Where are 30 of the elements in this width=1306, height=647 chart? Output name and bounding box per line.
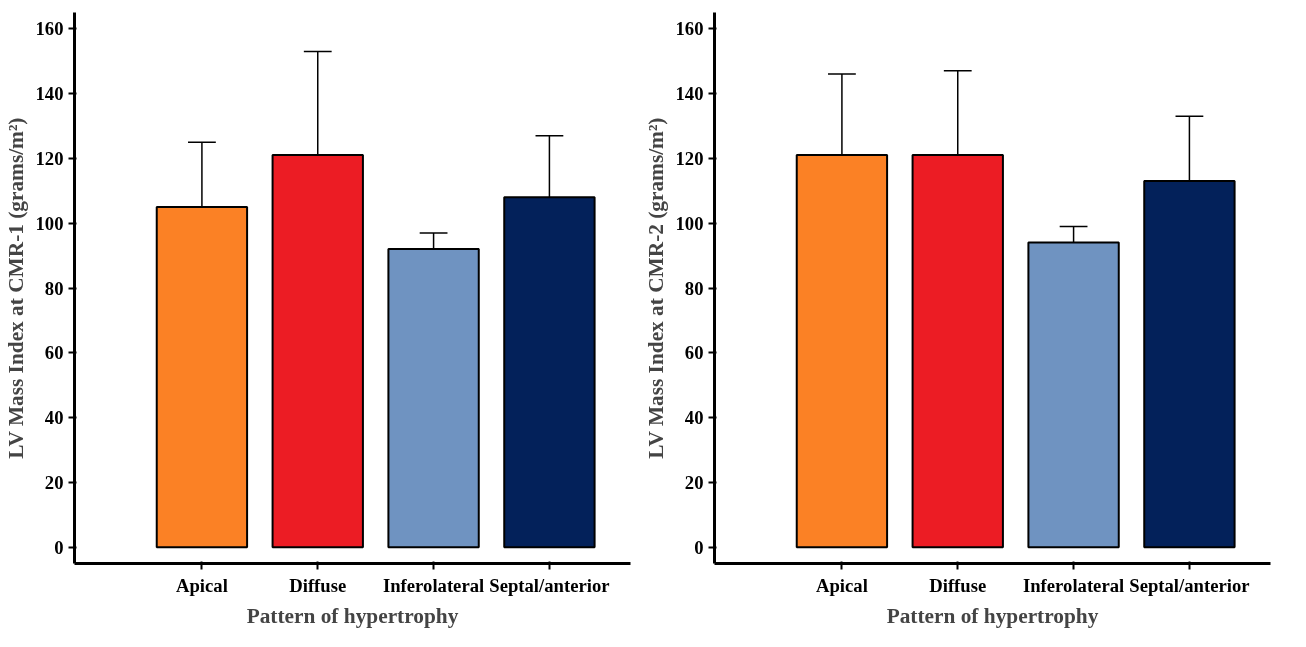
y-tick-label: 80 (684, 277, 704, 299)
y-tick-label: 120 (675, 147, 704, 169)
y-tick-label: 100 (35, 212, 64, 234)
x-axis-title: Pattern of hypertrophy (246, 603, 459, 628)
y-tick-label: 40 (684, 407, 704, 429)
x-tick-label: Septal/anterior (489, 574, 610, 596)
y-tick-label: 20 (684, 471, 704, 493)
x-tick-label: Diffuse (929, 574, 987, 596)
y-tick-label: 20 (44, 471, 64, 493)
x-tick-label: Apical (816, 574, 868, 596)
y-axis-title: LV Mass Index at CMR-2 (grams/m²) (643, 117, 668, 459)
x-tick-label: Septal/anterior (1129, 574, 1250, 596)
x-axis-title: Pattern of hypertrophy (886, 603, 1099, 628)
y-tick-label: 80 (44, 277, 64, 299)
x-tick-label: Diffuse (289, 574, 347, 596)
y-tick-label: 160 (675, 18, 704, 40)
y-axis-title: LV Mass Index at CMR-1 (grams/m²) (3, 117, 28, 459)
y-tick-label: 60 (44, 342, 64, 364)
y-tick-label: 0 (54, 536, 64, 558)
y-tick-label: 100 (675, 212, 704, 234)
y-tick-label: 60 (684, 342, 704, 364)
y-tick-label: 120 (35, 147, 64, 169)
x-tick-label: Inferolateral (382, 574, 485, 596)
y-tick-label: 140 (675, 83, 704, 105)
y-tick-label: 160 (35, 18, 64, 40)
y-tick-label: 40 (44, 407, 64, 429)
x-tick-label: Inferolateral (1022, 574, 1125, 596)
y-tick-label: 0 (694, 536, 704, 558)
y-tick-label: 140 (35, 83, 64, 105)
x-tick-label: Apical (176, 574, 228, 596)
